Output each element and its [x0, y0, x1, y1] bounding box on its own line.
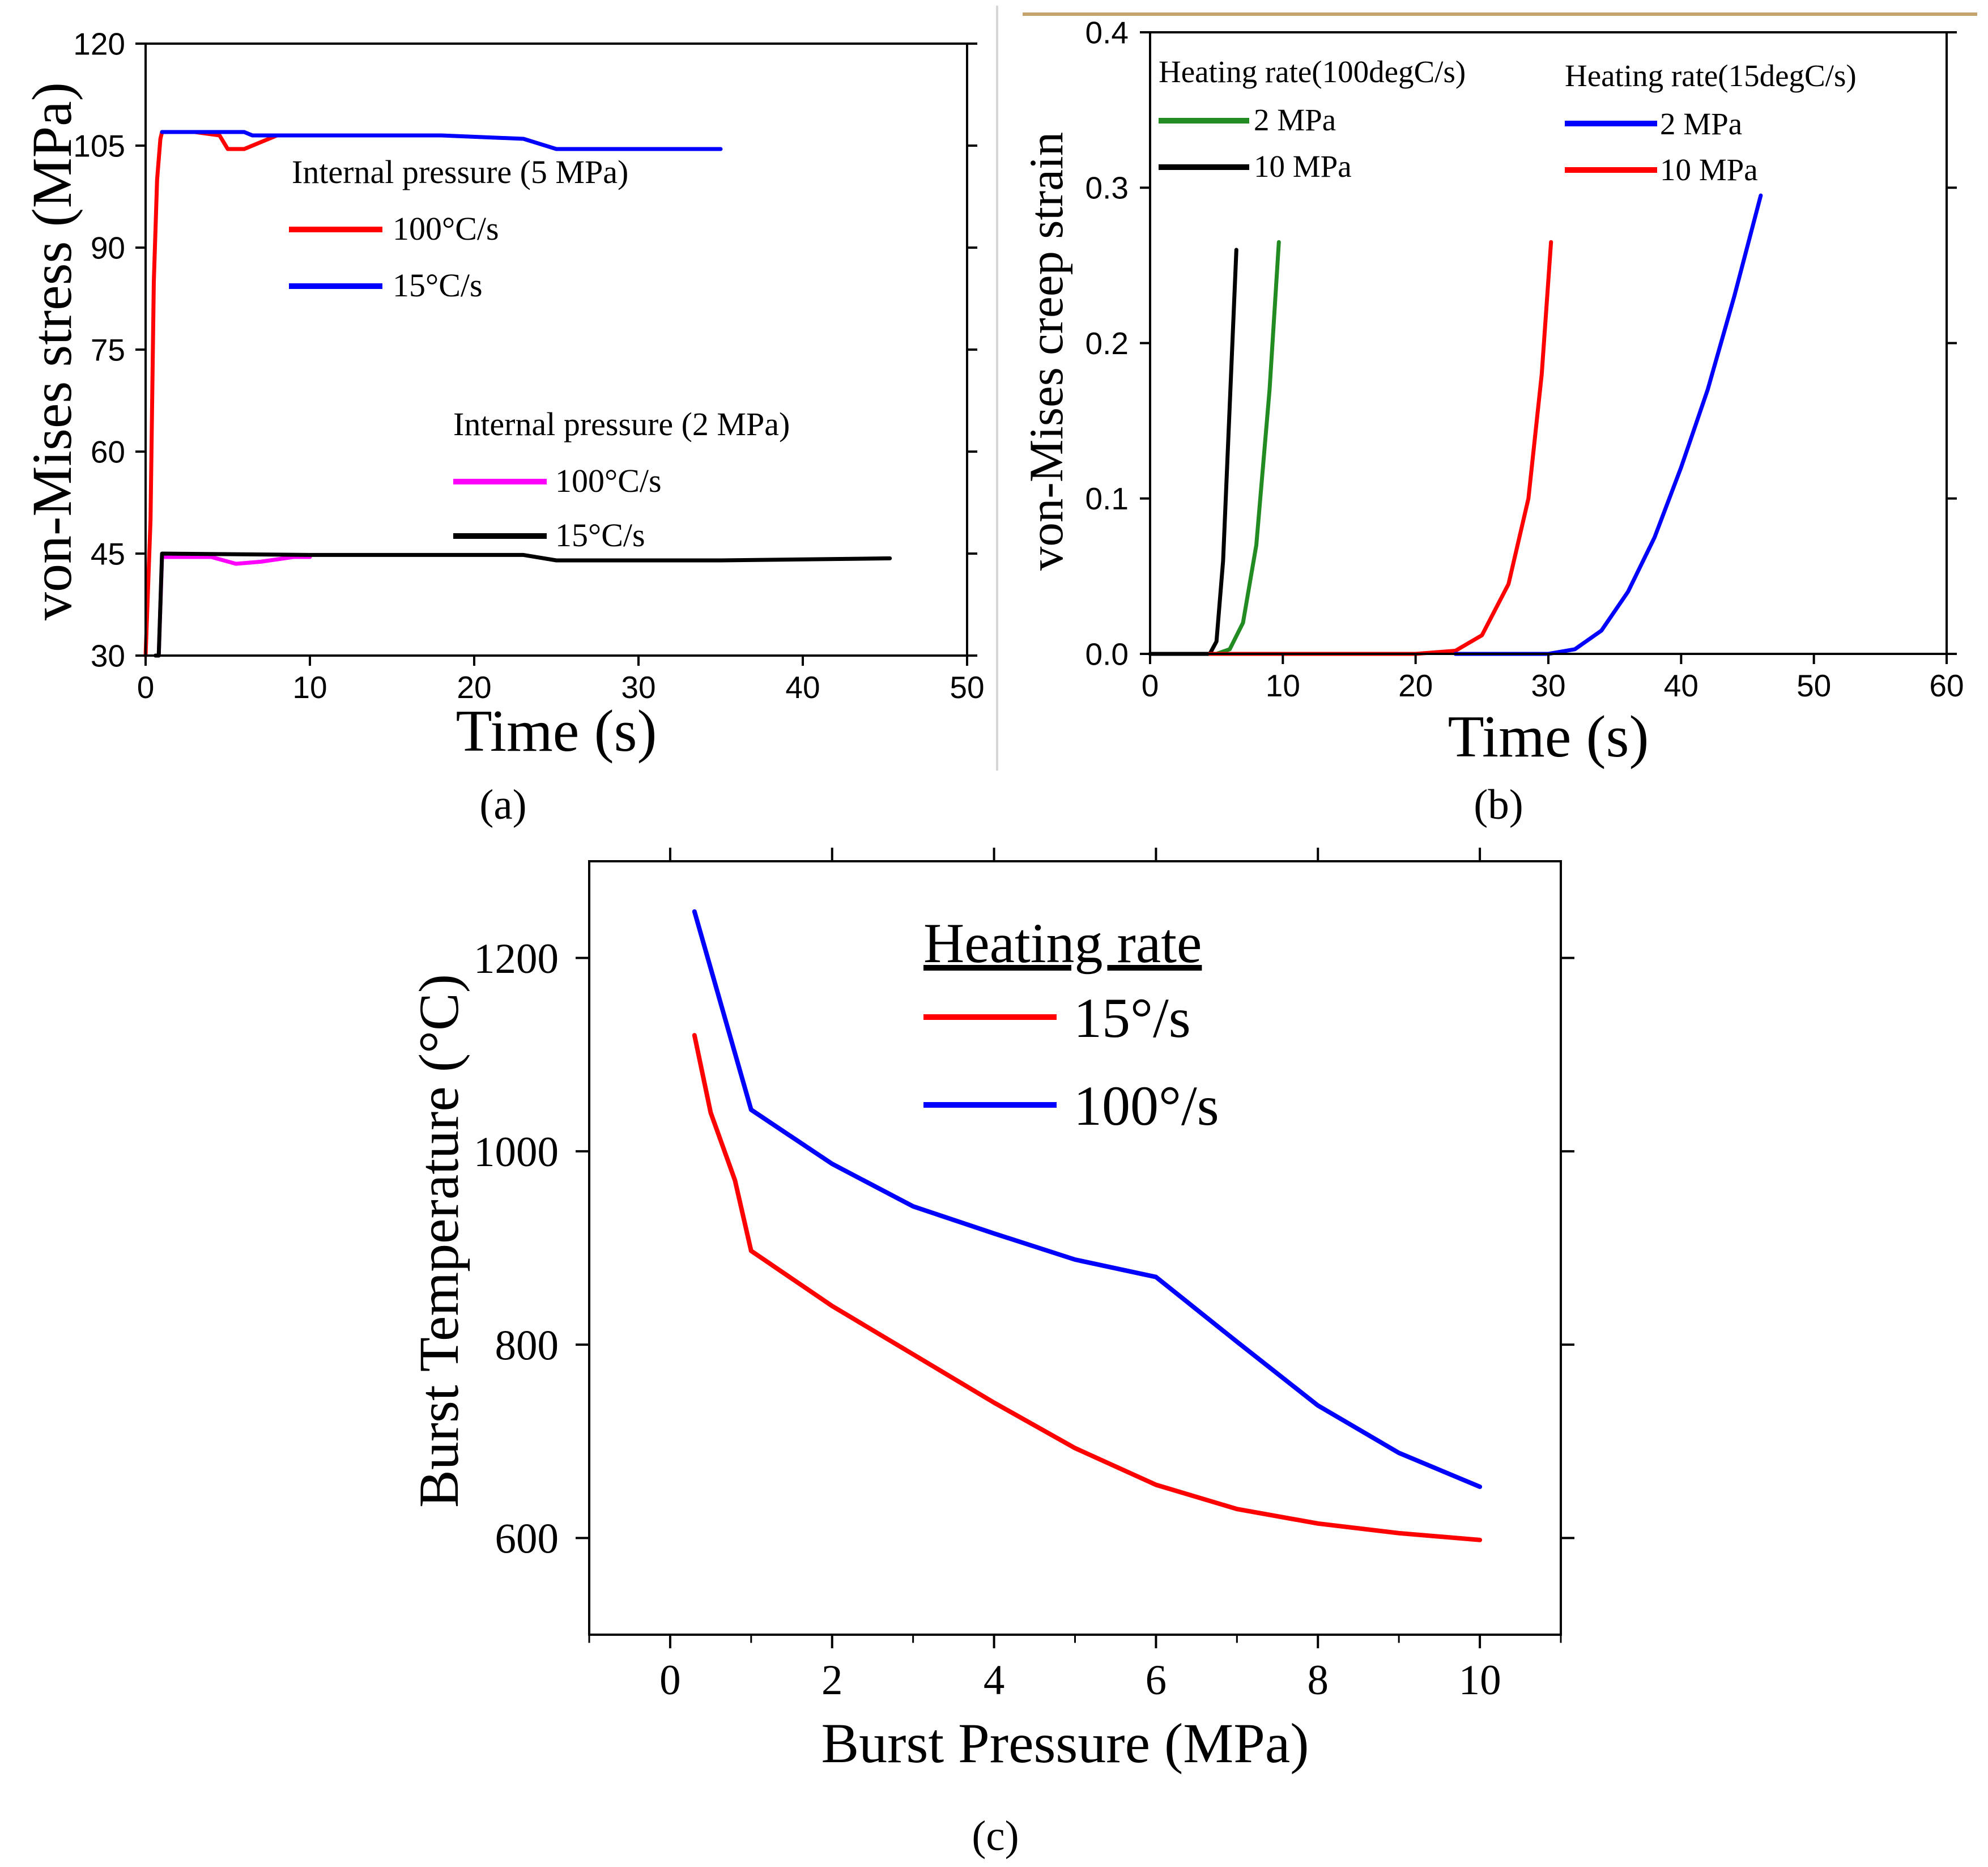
panel-a-y-tick-label: 60 [91, 434, 125, 469]
panel-b-x-tick-label: 50 [1797, 668, 1831, 703]
panel-a-series [143, 130, 892, 658]
panel-a-x-tick-label: 30 [621, 670, 655, 705]
panel-c-caption: (c) [972, 1813, 1019, 1860]
panel-a: 0 10 20 30 40 50 30 45 60 75 90 105 120 Time (s) von… [20, 26, 985, 828]
panel-c-y-tick-label: 600 [495, 1516, 559, 1563]
panel-b-x-tick-label: 60 [1929, 668, 1964, 703]
panel-b-legend-group-1-title: Heating rate(100degC/s) [1159, 54, 1466, 89]
panel-a-y-tick-label: 120 [73, 26, 125, 61]
panel-a-ticks: 0 10 20 30 40 50 30 45 60 75 90 105 120 [73, 26, 984, 705]
panel-b-y-tick-label: 0.0 [1085, 636, 1129, 671]
panel-c-series-line-2 [692, 909, 1483, 1489]
panel-b-x-tick-label: 30 [1531, 668, 1565, 703]
panel-a-x-tick-label: 10 [292, 670, 327, 705]
panel-c-y-tick-label: 1000 [474, 1129, 559, 1176]
panel-c-legend-label-100: 100°/s [1074, 1074, 1219, 1137]
panel-a-series-line-4 [153, 551, 892, 658]
panel-a-legend-label-2mpa-100: 100°C/s [555, 462, 662, 499]
panel-a-caption: (a) [479, 781, 526, 828]
panel-a-y-tick-label: 105 [73, 128, 125, 163]
panel-b-y-tick-label: 0.4 [1085, 15, 1129, 50]
panel-c-y-axis-title: Burst Temperature (°C) [407, 974, 470, 1508]
panel-c-x-axis-title: Burst Pressure (MPa) [821, 1712, 1309, 1775]
panel-b-series-line-4 [1453, 193, 1763, 656]
panel-b: 0 10 20 30 40 50 60 0.0 0.1 0.2 0.3 0.4 Time (s) vo… [1020, 15, 1964, 828]
panel-b-x-tick-label: 10 [1266, 668, 1300, 703]
panel-a-x-tick-label: 0 [137, 670, 155, 705]
panel-a-y-tick-label: 45 [91, 536, 125, 571]
panel-a-y-tick-label: 75 [91, 332, 125, 367]
panel-b-legend-group-2-title: Heating rate(15degC/s) [1565, 58, 1857, 93]
panel-b-ticks: 0 10 20 30 40 50 60 0.0 0.1 0.2 0.3 0.4 [1085, 15, 1964, 703]
panel-b-y-tick-label: 0.3 [1085, 171, 1129, 206]
panel-b-x-tick-label: 40 [1664, 668, 1698, 703]
panel-a-x-tick-label: 40 [785, 670, 820, 705]
panel-b-legend-label-100-2mpa: 2 MPa [1254, 103, 1336, 137]
panel-c-series-line-1 [692, 1033, 1483, 1542]
panel-b-y-axis-title: von-Mises creep strain [1020, 132, 1073, 571]
panel-a-legend-label-5mpa-100: 100°C/s [393, 210, 499, 247]
panel-a-legend-group-2-title: Internal pressure (2 MPa) [453, 406, 790, 443]
panel-b-legend-label-15-10mpa: 10 MPa [1660, 152, 1758, 187]
panel-c-ticks: 0 2 4 6 8 10 600 800 1000 1200 [474, 848, 1574, 1704]
panel-c-y-tick-label: 800 [495, 1322, 559, 1369]
panel-b-x-axis-title: Time (s) [1448, 703, 1649, 769]
panel-a-legend-label-5mpa-15: 15°C/s [393, 267, 483, 304]
panel-a-y-axis-title: von-Mises stress (MPa) [20, 82, 83, 620]
panel-a-legend-group-1-title: Internal pressure (5 MPa) [292, 154, 628, 190]
panel-b-y-tick-label: 0.2 [1085, 326, 1129, 361]
panel-c-legend-title: Heating rate [923, 912, 1202, 975]
panel-b-series-line-2 [1214, 240, 1281, 656]
panel-b-y-tick-label: 0.1 [1085, 481, 1129, 516]
panel-c-x-tick-label: 4 [984, 1657, 1005, 1704]
panel-b-x-tick-label: 20 [1398, 668, 1433, 703]
panel-c-x-tick-label: 6 [1146, 1657, 1167, 1704]
panel-a-x-tick-label: 50 [950, 670, 984, 705]
panel-a-series-line-2 [160, 130, 723, 151]
panel-a-y-tick-label: 90 [91, 230, 125, 265]
panel-b-x-tick-label: 0 [1142, 668, 1159, 703]
panel-a-legend-label-2mpa-15: 15°C/s [555, 517, 645, 554]
panel-c-series [692, 909, 1483, 1542]
panel-b-legend-label-100-10mpa: 10 MPa [1254, 149, 1352, 184]
panel-b-caption: (b) [1474, 781, 1523, 828]
panel-c-legend-label-15: 15°/s [1074, 986, 1191, 1049]
panel-b-legend-label-15-2mpa: 2 MPa [1660, 107, 1742, 141]
panel-c-y-tick-label: 1200 [474, 935, 559, 983]
panel-c: 0 2 4 6 8 10 600 800 1000 1200 Burst Pressure (MP… [407, 848, 1574, 1860]
panel-a-y-tick-label: 30 [91, 638, 125, 673]
panel-a-x-tick-label: 20 [457, 670, 491, 705]
panel-c-x-tick-label: 0 [659, 1657, 681, 1704]
panel-c-x-tick-label: 8 [1308, 1657, 1329, 1704]
panel-c-x-tick-label: 10 [1459, 1657, 1501, 1704]
panel-c-x-tick-label: 2 [821, 1657, 843, 1704]
panel-a-x-axis-title: Time (s) [456, 698, 657, 764]
